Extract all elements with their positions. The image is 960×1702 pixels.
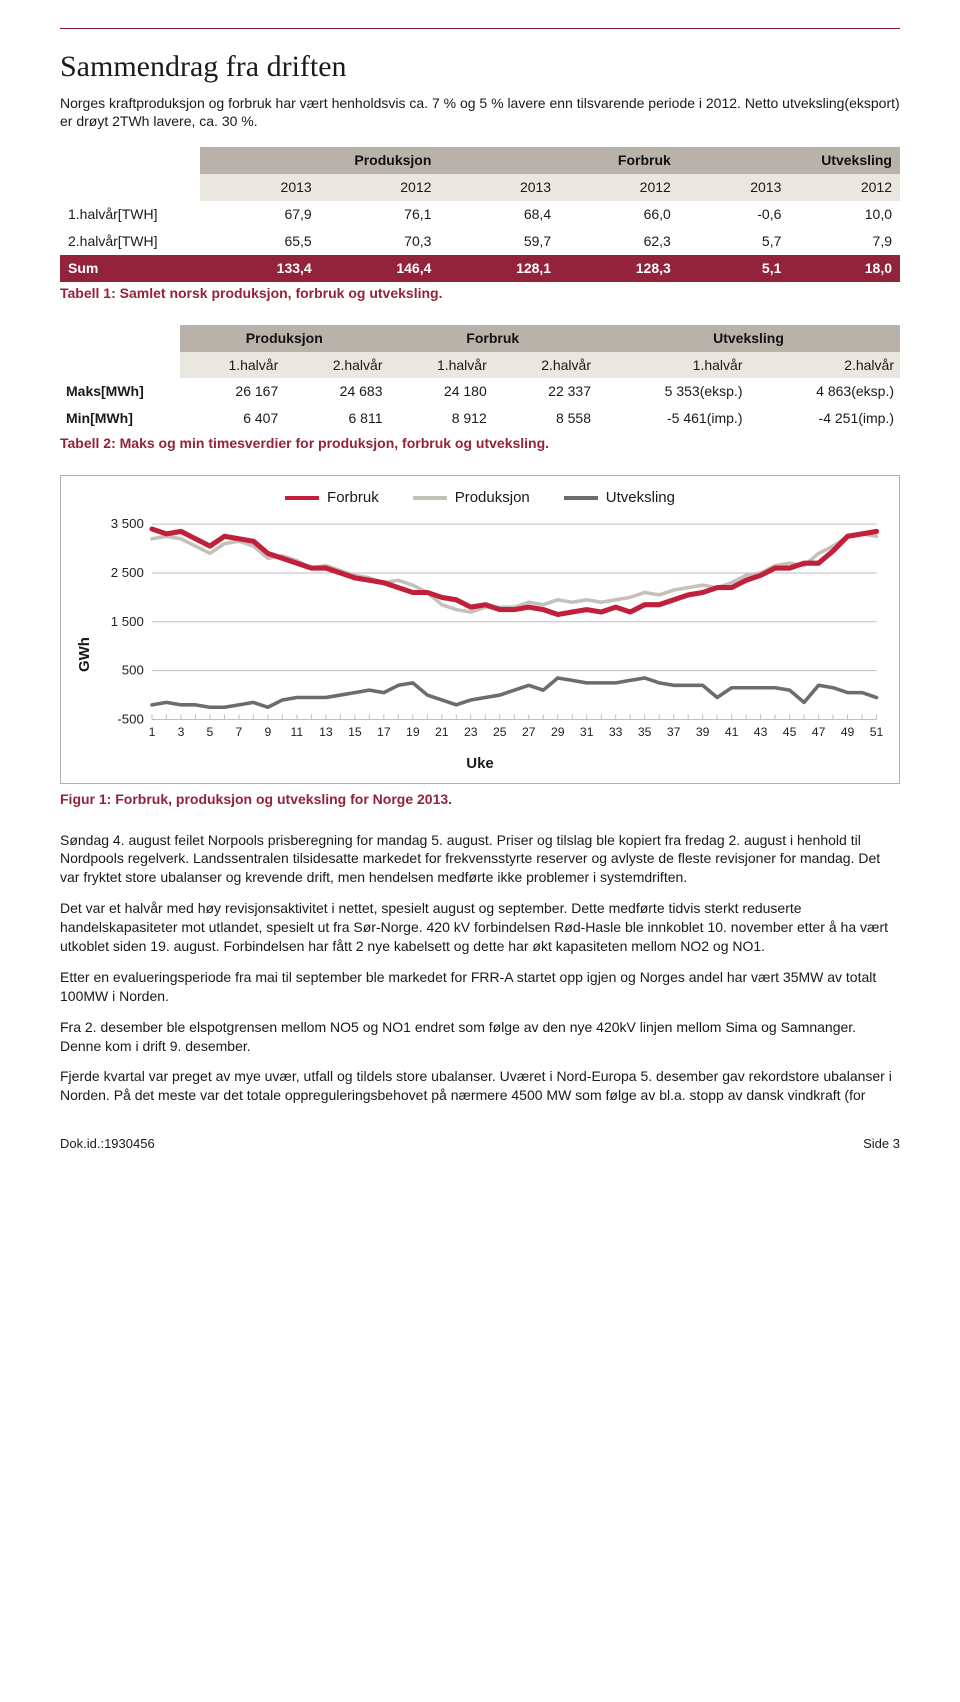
legend-produksjon: Produksjon xyxy=(413,488,530,508)
para-1: Søndag 4. august feilet Norpools prisber… xyxy=(60,831,900,888)
svg-text:37: 37 xyxy=(667,725,681,739)
svg-text:27: 27 xyxy=(522,725,536,739)
svg-text:41: 41 xyxy=(725,725,739,739)
svg-text:17: 17 xyxy=(377,725,391,739)
svg-text:33: 33 xyxy=(609,725,623,739)
page-title: Sammendrag fra driften xyxy=(60,47,900,88)
page-footer: Dok.id.:1930456 Side 3 xyxy=(60,1135,900,1153)
svg-text:43: 43 xyxy=(754,725,768,739)
svg-text:2 500: 2 500 xyxy=(111,565,144,580)
table2-caption: Tabell 2: Maks og min timesverdier for p… xyxy=(60,434,900,453)
svg-text:39: 39 xyxy=(696,725,710,739)
svg-text:49: 49 xyxy=(841,725,855,739)
table1: Produksjon Forbruk Utveksling 2013 2012 … xyxy=(60,147,900,281)
x-axis-label: Uke xyxy=(71,754,889,774)
svg-text:35: 35 xyxy=(638,725,652,739)
table2-header-row: Produksjon Forbruk Utveksling xyxy=(60,325,900,352)
swatch-produksjon xyxy=(413,496,447,500)
footer-page: Side 3 xyxy=(863,1135,900,1153)
svg-text:1 500: 1 500 xyxy=(111,614,144,629)
svg-text:13: 13 xyxy=(319,725,333,739)
top-rule xyxy=(60,28,900,29)
para-5: Fjerde kvartal var preget av mye uvær, u… xyxy=(60,1067,900,1105)
swatch-utveksling xyxy=(564,496,598,500)
svg-text:3 500: 3 500 xyxy=(111,518,144,531)
svg-text:500: 500 xyxy=(122,663,144,678)
svg-text:25: 25 xyxy=(493,725,507,739)
legend-forbruk: Forbruk xyxy=(285,488,379,508)
para-4: Fra 2. desember ble elspotgrensen mellom… xyxy=(60,1018,900,1056)
svg-text:9: 9 xyxy=(265,725,272,739)
intro-text: Norges kraftproduksjon og forbruk har væ… xyxy=(60,94,900,132)
legend-utveksling: Utveksling xyxy=(564,488,675,508)
para-2: Det var et halvår med høy revisjonsaktiv… xyxy=(60,899,900,956)
para-3: Etter en evalueringsperiode fra mai til … xyxy=(60,968,900,1006)
t1-group-prod: Produksjon xyxy=(200,147,439,174)
svg-text:23: 23 xyxy=(464,725,478,739)
svg-text:5: 5 xyxy=(207,725,214,739)
line-plot: 3 5002 5001 500500-500135791113151719212… xyxy=(95,518,889,752)
svg-text:15: 15 xyxy=(348,725,362,739)
t1-group-utv: Utveksling xyxy=(679,147,900,174)
table2-subheader-row: 1.halvår 2.halvår 1.halvår 2.halvår 1.ha… xyxy=(60,352,900,379)
svg-text:45: 45 xyxy=(783,725,797,739)
y-axis-label: GWh xyxy=(71,518,95,752)
table1-row-1: 1.halvår[TWH] 67,9 76,1 68,4 66,0 -0,6 1… xyxy=(60,201,900,228)
table1-row-2: 2.halvår[TWH] 65,5 70,3 59,7 62,3 5,7 7,… xyxy=(60,228,900,255)
svg-text:7: 7 xyxy=(236,725,243,739)
table2: Produksjon Forbruk Utveksling 1.halvår 2… xyxy=(60,325,900,433)
swatch-forbruk xyxy=(285,496,319,500)
chart-legend: Forbruk Produksjon Utveksling xyxy=(71,488,889,508)
chart-container: Forbruk Produksjon Utveksling GWh 3 500 2… xyxy=(60,475,900,784)
svg-text:47: 47 xyxy=(812,725,826,739)
t1-group-forb: Forbruk xyxy=(439,147,678,174)
svg-text:51: 51 xyxy=(870,725,884,739)
svg-text:1: 1 xyxy=(149,725,156,739)
table1-caption: Tabell 1: Samlet norsk produksjon, forbr… xyxy=(60,284,900,303)
svg-text:21: 21 xyxy=(435,725,449,739)
svg-text:11: 11 xyxy=(291,725,304,739)
svg-text:31: 31 xyxy=(580,725,594,739)
svg-text:19: 19 xyxy=(406,725,420,739)
table2-row-2: Min[MWh] 6 407 6 811 8 912 8 558 -5 461(… xyxy=(60,405,900,432)
footer-dokid: Dok.id.:1930456 xyxy=(60,1135,155,1153)
svg-text:29: 29 xyxy=(551,725,565,739)
svg-text:3: 3 xyxy=(178,725,185,739)
table1-header-row: Produksjon Forbruk Utveksling xyxy=(60,147,900,174)
table1-subheader-row: 2013 2012 2013 2012 2013 2012 xyxy=(60,174,900,201)
svg-text:-500: -500 xyxy=(118,712,144,727)
table1-sum-row: Sum 133,4 146,4 128,1 128,3 5,1 18,0 xyxy=(60,255,900,282)
chart-caption: Figur 1: Forbruk, produksjon og utveksli… xyxy=(60,790,900,809)
table2-row-1: Maks[MWh] 26 167 24 683 24 180 22 337 5 … xyxy=(60,378,900,405)
